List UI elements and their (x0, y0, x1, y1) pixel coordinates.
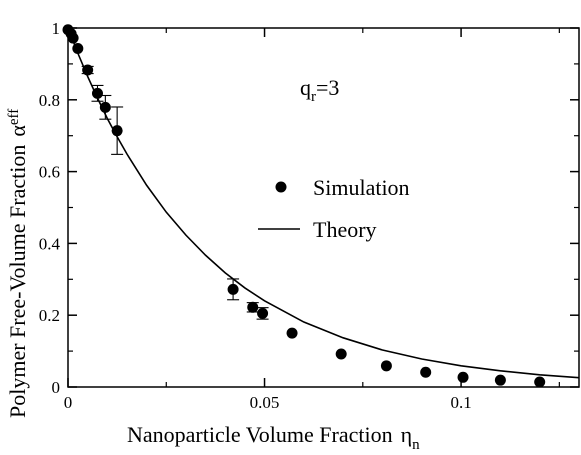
simulation-marker (67, 32, 79, 44)
simulation-marker (257, 307, 269, 319)
simulation-point (457, 371, 469, 383)
simulation-marker (99, 101, 111, 113)
simulation-marker (420, 366, 432, 378)
simulation-point (72, 42, 84, 54)
simulation-point (91, 84, 104, 102)
simulation-point (534, 376, 546, 388)
simulation-point (246, 301, 259, 313)
simulation-point (111, 106, 124, 155)
simulation-marker (494, 374, 506, 386)
simulation-marker (91, 87, 103, 99)
simulation-point (256, 307, 269, 320)
simulation-marker (82, 64, 94, 76)
x-tick-label: 0.1 (450, 393, 471, 412)
x-tick-label: 0 (64, 393, 73, 412)
y-axis-label: Polymer Free-Volume Fractionαeff (5, 109, 30, 418)
y-tick-label: 0.4 (39, 234, 61, 253)
simulation-point (420, 366, 432, 378)
axis-ticks: 0 0.05 0.1 0 0.2 0.4 0.6 0.8 1 (39, 19, 579, 412)
simulation-marker (534, 376, 546, 388)
simulation-point (99, 94, 112, 120)
legend-simulation-marker (275, 181, 287, 193)
x-tick-label: 0.05 (250, 393, 280, 412)
simulation-series (62, 24, 546, 388)
simulation-marker (111, 125, 123, 137)
legend-simulation-label: Simulation (313, 175, 410, 200)
simulation-point (286, 327, 298, 339)
simulation-point (227, 278, 240, 301)
legend: Simulation Theory (258, 175, 410, 242)
simulation-point (67, 32, 79, 44)
y-tick-label: 0.2 (39, 306, 60, 325)
simulation-marker (72, 42, 84, 54)
simulation-marker (380, 360, 392, 372)
legend-theory-label: Theory (313, 217, 377, 242)
simulation-point (494, 374, 506, 386)
y-tick-label: 0.6 (39, 163, 60, 182)
simulation-point (380, 360, 392, 372)
y-tick-label: 0.8 (39, 91, 60, 110)
simulation-point (335, 348, 347, 360)
x-axis-label: Nanoparticle Volume Fraction ηn (127, 422, 420, 453)
annotation-qr: qr=3 (300, 75, 339, 105)
simulation-marker (335, 348, 347, 360)
simulation-marker (227, 283, 239, 295)
simulation-point (81, 64, 94, 76)
simulation-marker (247, 301, 259, 313)
y-tick-label: 1 (52, 19, 61, 38)
simulation-marker (457, 371, 469, 383)
y-tick-label: 0 (52, 378, 61, 397)
simulation-marker (286, 327, 298, 339)
